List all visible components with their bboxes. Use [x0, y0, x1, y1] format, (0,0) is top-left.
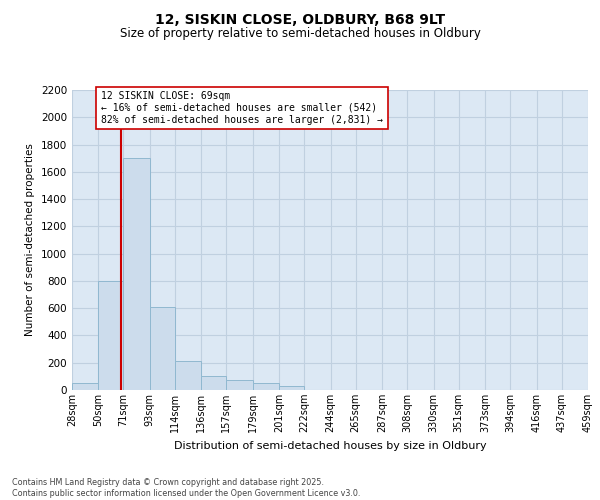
Text: 12 SISKIN CLOSE: 69sqm
← 16% of semi-detached houses are smaller (542)
82% of se: 12 SISKIN CLOSE: 69sqm ← 16% of semi-det…	[101, 92, 383, 124]
Bar	[124, 158, 150, 390]
Text: 12, SISKIN CLOSE, OLDBURY, B68 9LT: 12, SISKIN CLOSE, OLDBURY, B68 9LT	[155, 12, 445, 26]
X-axis label: Distribution of semi-detached houses by size in Oldbury: Distribution of semi-detached houses by …	[173, 440, 487, 450]
Bar	[226, 380, 253, 390]
Text: Contains HM Land Registry data © Crown copyright and database right 2025.
Contai: Contains HM Land Registry data © Crown c…	[12, 478, 361, 498]
Text: Size of property relative to semi-detached houses in Oldbury: Size of property relative to semi-detach…	[119, 28, 481, 40]
Bar	[150, 307, 175, 390]
Bar	[175, 360, 201, 390]
Y-axis label: Number of semi-detached properties: Number of semi-detached properties	[25, 144, 35, 336]
Bar	[72, 382, 98, 390]
Bar	[201, 376, 226, 390]
Bar	[253, 383, 279, 390]
Bar	[98, 281, 124, 390]
Bar	[279, 386, 304, 390]
